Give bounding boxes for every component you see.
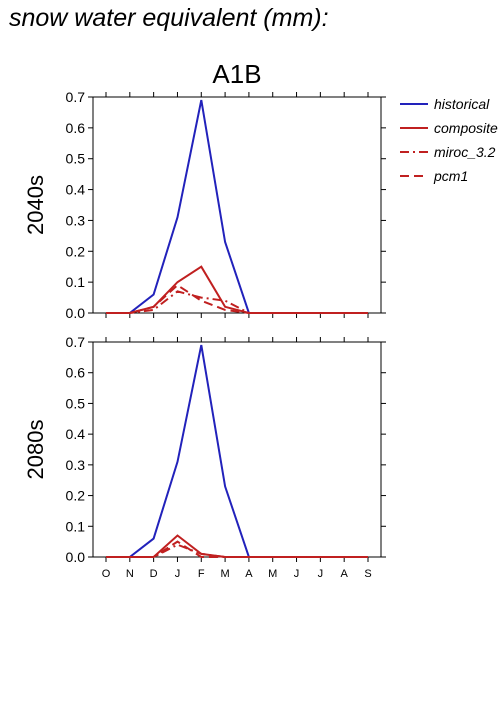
chart-panel-2: 0.0 0.1 0.2 0.3 0.4 0.5 0.6 0.7 O N D J F M A M J J A S 2080… [23, 334, 386, 580]
y-tick-label: 0.6 [66, 365, 86, 381]
y-tick-label: 0.7 [66, 89, 86, 105]
x-tick-label: J [294, 568, 300, 580]
legend-label: miroc_3.2 [434, 144, 496, 160]
series-line-miroc-3-2 [106, 290, 368, 314]
page-title: snow water equivalent (mm): [9, 4, 329, 32]
legend-label: historical [434, 96, 490, 112]
series-line-miroc-3-2 [106, 543, 368, 558]
series-line-historical [106, 344, 368, 558]
plot-frame [92, 96, 382, 314]
x-tick-label: S [364, 568, 371, 580]
x-tick-label: A [341, 568, 349, 580]
y-tick-label: 0.4 [66, 182, 86, 198]
x-tick-label: M [268, 568, 277, 580]
legend: historical composite miroc_3.2 pcm1 [400, 96, 498, 184]
series-line-pcm1 [106, 283, 368, 314]
series-line-pcm1 [106, 540, 368, 558]
x-tick-label: A [245, 568, 253, 580]
y-tick-label: 0.3 [66, 212, 86, 228]
y-tick-label: 0.0 [66, 549, 86, 565]
x-tick-label: F [198, 568, 205, 580]
x-tick-label: J [175, 568, 181, 580]
chart-title: A1B [212, 59, 261, 89]
chart-panel-1: 0.0 0.1 0.2 0.3 0.4 0.5 0.6 0.7 A1B 2040s [23, 59, 386, 321]
y-tick-label: 0.7 [66, 334, 86, 350]
y-axis-label: 2080s [23, 420, 48, 480]
y-tick-label: 0.5 [66, 151, 86, 167]
legend-label: composite [434, 120, 498, 136]
x-tick-label: N [126, 568, 134, 580]
y-tick-label: 0.1 [66, 274, 86, 290]
y-tick-label: 0.0 [66, 305, 86, 321]
y-tick-label: 0.1 [66, 518, 86, 534]
x-tick-label: O [102, 568, 111, 580]
x-tick-label: D [150, 568, 158, 580]
y-axis-label: 2040s [23, 175, 48, 235]
y-tick-label: 0.5 [66, 395, 86, 411]
y-tick-label: 0.4 [66, 426, 86, 442]
x-tick-label: J [318, 568, 324, 580]
y-tick-label: 0.3 [66, 457, 86, 473]
y-tick-label: 0.6 [66, 120, 86, 136]
series-line-historical [106, 99, 368, 314]
x-tick-label: M [221, 568, 230, 580]
y-tick-label: 0.2 [66, 488, 86, 504]
y-tick-label: 0.2 [66, 243, 86, 259]
legend-label: pcm1 [433, 168, 468, 184]
